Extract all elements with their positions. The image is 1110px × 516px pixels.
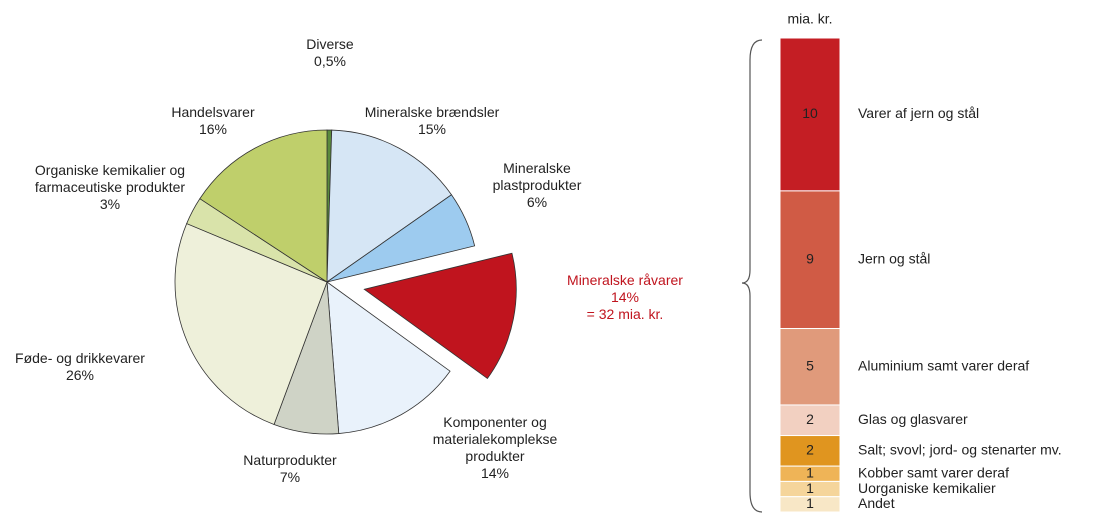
pie-slice	[326, 281, 451, 434]
slice-label: Komponenter og materialekomplekse produk…	[415, 414, 575, 482]
value-label: 1	[806, 480, 814, 496]
slice-label: Organiske kemikalier og farmaceutiske pr…	[20, 162, 200, 213]
slice-label: Mineralske brændsler 15%	[342, 104, 522, 138]
value-label: 10	[802, 105, 818, 121]
value-label: 1	[806, 495, 814, 511]
slice-label: Diverse 0,5%	[270, 36, 390, 70]
pie-slice	[326, 129, 453, 283]
slice-value: 7%	[279, 469, 301, 485]
slice-value: 3%	[99, 196, 121, 212]
segment-label: Kobber samt varer deraf	[858, 464, 1009, 480]
segment-label: Uorganiske kemikalier	[858, 480, 996, 496]
slice-label: Mineralske plastprodukter 6%	[472, 160, 602, 211]
slice-value: 6%	[526, 194, 548, 210]
pie-slice	[174, 223, 328, 425]
axis-label: mia. kr.	[787, 11, 832, 27]
bar-segment	[779, 404, 841, 437]
segment-label: Jern og stål	[858, 250, 930, 266]
slice-name: Mineralske brændsler	[364, 104, 500, 120]
segment-label: Aluminium samt varer deraf	[858, 357, 1029, 373]
pie-slice	[326, 194, 476, 283]
segment-label: Andet	[858, 495, 895, 511]
segment-label: Varer af jern og stål	[858, 105, 979, 121]
slice-value: 0,5%	[314, 53, 346, 69]
value-label: 2	[806, 411, 814, 427]
slice-name: Naturprodukter	[243, 452, 337, 468]
bar-segment	[779, 37, 841, 192]
slice-name: Mineralske råvarer	[567, 272, 683, 288]
value-label: 1	[806, 464, 814, 480]
slice-name: Mineralske plastprodukter	[492, 160, 582, 193]
slice-value: 14%	[610, 289, 640, 305]
segment-label: Salt; svovl; jord- og stenarter mv.	[858, 442, 1062, 458]
value-label: 2	[806, 442, 814, 458]
brace	[741, 39, 763, 513]
slice-value: 26%	[65, 367, 95, 383]
slice-name: Diverse	[306, 36, 354, 52]
bar-segment	[779, 496, 841, 513]
bar-segment	[779, 190, 841, 330]
slice-label: Føde- og drikkevarer 26%	[0, 350, 165, 384]
slice-name: Komponenter og materialekomplekse produk…	[432, 414, 558, 464]
value-label: 9	[806, 250, 814, 266]
slice-value: 16%	[198, 121, 228, 137]
segment-label: Glas og glasvarer	[858, 411, 968, 427]
slice-label: Mineralske råvarer 14% = 32 mia. kr.	[540, 272, 710, 323]
bar-segment	[779, 435, 841, 467]
slice-label: Naturprodukter 7%	[220, 452, 360, 486]
slice-label: Handelsvarer 16%	[143, 104, 283, 138]
bar-segment	[779, 328, 841, 406]
slice-name: Føde- og drikkevarer	[15, 350, 145, 366]
slice-name: Handelsvarer	[171, 104, 255, 120]
pie-slice	[363, 252, 517, 380]
value-label: 5	[806, 357, 814, 373]
slice-value: 15%	[417, 121, 447, 137]
pie-slice	[199, 129, 328, 283]
slice-value: 14%	[480, 465, 510, 481]
slice-name: Organiske kemikalier og farmaceutiske pr…	[34, 162, 186, 195]
annotation: = 32 mia. kr.	[586, 306, 664, 322]
